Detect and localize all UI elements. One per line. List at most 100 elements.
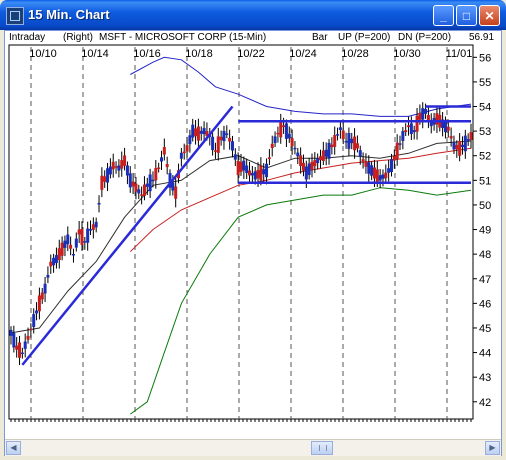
price-bar-body xyxy=(426,114,430,121)
price-bar-body xyxy=(367,162,371,174)
price-bar-body xyxy=(370,165,374,176)
minimize-button[interactable]: _ xyxy=(433,5,454,26)
y-tick-label: 44 xyxy=(479,348,491,360)
price-bar-body xyxy=(296,152,300,157)
price-bar-body xyxy=(284,123,288,139)
price-bar-body xyxy=(446,126,450,131)
x-tick-label: 10/24 xyxy=(289,48,317,60)
y-tick-label: 56 xyxy=(479,52,491,64)
price-bar-body xyxy=(375,169,379,182)
scroll-thumb[interactable] xyxy=(311,441,333,455)
price-bar-body xyxy=(191,124,195,138)
price-bar-body xyxy=(290,138,294,147)
close-button[interactable]: ✕ xyxy=(479,5,500,26)
price-bar-body xyxy=(347,133,351,149)
price-bar-body xyxy=(466,139,470,141)
price-bar-body xyxy=(123,155,127,166)
y-tick-label: 51 xyxy=(479,175,491,187)
price-bar-body xyxy=(230,141,234,151)
price-bar-body xyxy=(398,143,402,145)
price-bar-body xyxy=(338,127,342,131)
price-bar-body xyxy=(270,143,274,148)
chart-area[interactable]: 10/10 10/14 10/16 10/18 10/22 10/24 10/28 10/30… xyxy=(4,30,502,456)
y-tick-label: 54 xyxy=(479,102,491,114)
price-bar-body xyxy=(389,159,393,172)
price-bar-body xyxy=(168,172,172,188)
lower-band-line xyxy=(130,187,472,415)
price-bar-body xyxy=(145,183,149,187)
price-chart[interactable]: 10/10 10/14 10/16 10/18 10/22 10/24 10/28 10/30… xyxy=(5,31,501,439)
price-bar-body xyxy=(372,167,376,179)
scroll-right-arrow-icon[interactable]: ▶ xyxy=(485,441,500,455)
price-bar-body xyxy=(20,352,24,355)
price-bar-body xyxy=(26,335,30,340)
price-bar-body xyxy=(213,150,217,152)
price-bar-body xyxy=(404,130,408,133)
price-bar-body xyxy=(301,162,305,171)
price-bar-body xyxy=(310,161,314,170)
price-bar-body xyxy=(83,241,87,243)
price-bar-body xyxy=(316,158,320,164)
y-tick-label: 45 xyxy=(479,323,491,335)
price-bar-body xyxy=(299,155,303,167)
price-bar-body xyxy=(222,130,226,142)
price-bar-body xyxy=(128,173,132,188)
price-bar-body xyxy=(424,108,428,114)
price-bar-body xyxy=(401,131,405,141)
price-bar-body xyxy=(54,255,58,264)
price-bar-body xyxy=(52,257,56,266)
price-bar-body xyxy=(267,157,271,160)
price-bar-body xyxy=(344,140,348,143)
price-bar-body xyxy=(250,172,254,176)
price-bar-body xyxy=(111,161,115,170)
maximize-button[interactable]: □ xyxy=(456,5,477,26)
x-tick-label: 10/18 xyxy=(185,48,213,60)
price-bar-body xyxy=(248,170,252,176)
price-bar-body xyxy=(199,130,203,134)
price-bar-body xyxy=(449,136,453,139)
price-bar-body xyxy=(179,152,183,159)
price-bar-body xyxy=(381,174,385,179)
price-bar-body xyxy=(40,292,44,300)
x-tick-label: 10/28 xyxy=(341,48,369,60)
axis-side-label: (Right) xyxy=(63,32,94,43)
price-bar-body xyxy=(421,108,425,120)
last-price-label: 56.91 xyxy=(469,32,495,43)
price-bar-body xyxy=(131,181,135,187)
price-bar-body xyxy=(49,261,53,267)
price-bar-body xyxy=(205,131,209,137)
price-bar-body xyxy=(225,133,229,135)
price-bar-body xyxy=(321,150,325,162)
price-bar-body xyxy=(412,130,416,133)
y-tick-label: 53 xyxy=(479,126,491,138)
price-bar-body xyxy=(253,171,257,180)
chart-app-icon[interactable] xyxy=(6,7,24,25)
price-bar-body xyxy=(282,125,286,128)
price-bar-body xyxy=(194,128,198,137)
scroll-left-arrow-icon[interactable]: ◀ xyxy=(6,441,21,455)
price-bar-body xyxy=(63,240,67,248)
price-bar-body xyxy=(159,157,163,162)
price-bar-body xyxy=(171,182,175,191)
mode-label: Intraday xyxy=(9,32,46,43)
upper-band-line xyxy=(130,56,472,117)
horizontal-scrollbar[interactable]: ◀ ▶ xyxy=(5,439,501,456)
price-bar-body xyxy=(125,165,129,176)
y-tick-label: 43 xyxy=(479,372,491,384)
up-label: UP (P=200) xyxy=(338,32,391,43)
price-bar-body xyxy=(140,194,144,196)
y-tick-label: 46 xyxy=(479,298,491,310)
title-bar[interactable]: 15 Min. Chart _ □ ✕ xyxy=(0,0,506,30)
price-bar-body xyxy=(134,183,138,192)
x-tick-label: 10/22 xyxy=(237,48,265,60)
price-bar-body xyxy=(387,168,391,173)
y-tick-label: 42 xyxy=(479,397,491,409)
price-bar-body xyxy=(174,186,178,199)
price-bar-body xyxy=(15,345,19,350)
price-bar-body xyxy=(89,229,93,231)
price-bar-body xyxy=(71,254,75,256)
window-title: 15 Min. Chart xyxy=(28,7,110,22)
dn-label: DN (P=200) xyxy=(398,32,452,43)
price-bar-body xyxy=(307,163,311,176)
price-bar-body xyxy=(23,341,27,349)
